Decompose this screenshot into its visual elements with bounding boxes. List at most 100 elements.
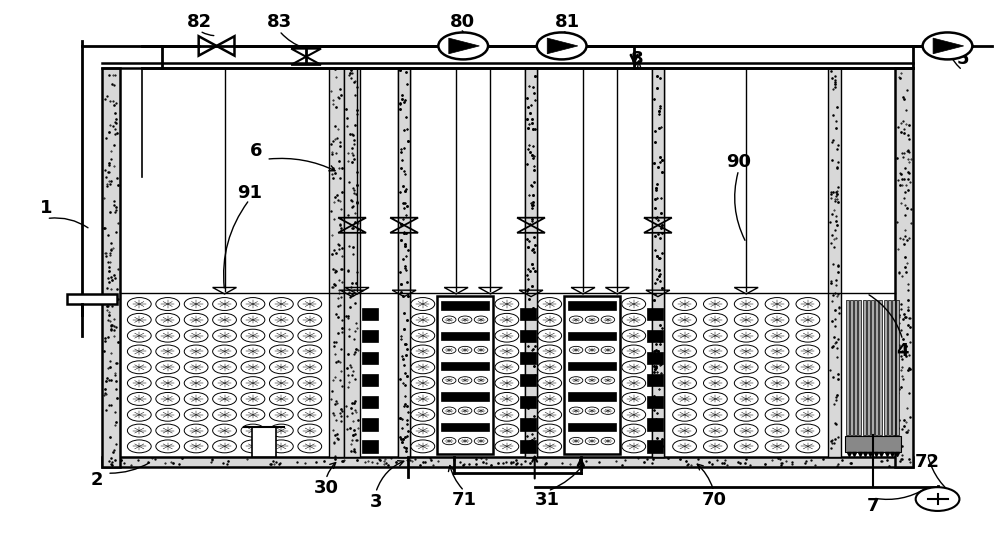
Circle shape bbox=[538, 377, 562, 390]
Circle shape bbox=[411, 392, 435, 405]
Text: 30: 30 bbox=[313, 479, 338, 497]
Bar bbox=[867, 300, 870, 435]
Bar bbox=[871, 300, 874, 435]
Bar bbox=[525, 68, 537, 457]
Circle shape bbox=[601, 316, 615, 323]
Circle shape bbox=[495, 298, 519, 311]
Bar bbox=[398, 68, 410, 457]
Circle shape bbox=[411, 424, 435, 437]
Circle shape bbox=[458, 438, 472, 445]
Circle shape bbox=[704, 345, 727, 358]
Circle shape bbox=[538, 392, 562, 405]
Circle shape bbox=[704, 298, 727, 311]
Bar bbox=[520, 419, 536, 431]
Circle shape bbox=[474, 377, 488, 384]
Circle shape bbox=[734, 345, 758, 358]
Circle shape bbox=[622, 313, 646, 326]
Circle shape bbox=[156, 440, 180, 453]
Bar bbox=[892, 300, 895, 435]
Circle shape bbox=[411, 377, 435, 390]
Circle shape bbox=[585, 316, 599, 323]
Circle shape bbox=[673, 440, 696, 453]
Circle shape bbox=[495, 345, 519, 358]
Text: 8: 8 bbox=[631, 51, 644, 69]
Circle shape bbox=[585, 438, 599, 445]
Circle shape bbox=[298, 440, 322, 453]
Circle shape bbox=[474, 316, 488, 323]
Circle shape bbox=[213, 361, 236, 374]
Circle shape bbox=[538, 424, 562, 437]
Circle shape bbox=[704, 313, 727, 326]
Text: 83: 83 bbox=[267, 13, 292, 31]
Circle shape bbox=[184, 361, 208, 374]
Circle shape bbox=[156, 392, 180, 405]
Circle shape bbox=[796, 329, 820, 342]
Circle shape bbox=[765, 345, 789, 358]
Circle shape bbox=[495, 424, 519, 437]
Bar bbox=[398, 68, 410, 457]
Circle shape bbox=[765, 361, 789, 374]
Circle shape bbox=[916, 487, 959, 511]
Bar bbox=[520, 440, 536, 453]
Bar bbox=[520, 396, 536, 408]
Circle shape bbox=[156, 424, 180, 437]
Circle shape bbox=[127, 329, 151, 342]
Bar bbox=[441, 362, 489, 371]
Circle shape bbox=[796, 377, 820, 390]
Circle shape bbox=[127, 298, 151, 311]
Bar bbox=[895, 68, 913, 467]
Circle shape bbox=[213, 298, 236, 311]
Bar bbox=[888, 300, 891, 435]
Circle shape bbox=[622, 408, 646, 421]
Circle shape bbox=[127, 392, 151, 405]
Circle shape bbox=[127, 440, 151, 453]
Circle shape bbox=[156, 361, 180, 374]
Bar bbox=[568, 331, 616, 340]
Circle shape bbox=[673, 377, 696, 390]
Circle shape bbox=[704, 424, 727, 437]
Text: 90: 90 bbox=[726, 153, 751, 171]
Circle shape bbox=[184, 329, 208, 342]
Text: 2: 2 bbox=[91, 471, 104, 489]
Bar bbox=[846, 300, 849, 435]
Circle shape bbox=[269, 345, 293, 358]
Circle shape bbox=[411, 329, 435, 342]
Circle shape bbox=[796, 361, 820, 374]
Bar bbox=[647, 330, 663, 342]
Text: 82: 82 bbox=[187, 13, 212, 31]
Bar bbox=[329, 68, 344, 457]
Circle shape bbox=[184, 298, 208, 311]
Circle shape bbox=[127, 361, 151, 374]
Circle shape bbox=[241, 377, 265, 390]
Circle shape bbox=[495, 440, 519, 453]
Circle shape bbox=[458, 407, 472, 414]
Circle shape bbox=[601, 407, 615, 414]
Circle shape bbox=[458, 377, 472, 384]
Circle shape bbox=[458, 346, 472, 354]
Circle shape bbox=[442, 438, 456, 445]
Bar bbox=[568, 362, 616, 371]
Circle shape bbox=[765, 424, 789, 437]
Circle shape bbox=[411, 345, 435, 358]
Circle shape bbox=[269, 408, 293, 421]
Circle shape bbox=[734, 298, 758, 311]
Bar bbox=[520, 330, 536, 342]
Circle shape bbox=[127, 408, 151, 421]
Circle shape bbox=[585, 346, 599, 354]
Circle shape bbox=[569, 377, 583, 384]
Circle shape bbox=[538, 298, 562, 311]
Circle shape bbox=[411, 313, 435, 326]
Circle shape bbox=[601, 346, 615, 354]
Circle shape bbox=[269, 440, 293, 453]
Circle shape bbox=[156, 377, 180, 390]
Circle shape bbox=[241, 298, 265, 311]
Bar bbox=[647, 352, 663, 364]
Circle shape bbox=[673, 298, 696, 311]
Circle shape bbox=[474, 438, 488, 445]
Bar bbox=[362, 352, 378, 364]
Circle shape bbox=[538, 313, 562, 326]
Bar bbox=[362, 374, 378, 386]
Bar bbox=[564, 296, 620, 455]
Circle shape bbox=[241, 313, 265, 326]
Circle shape bbox=[673, 361, 696, 374]
